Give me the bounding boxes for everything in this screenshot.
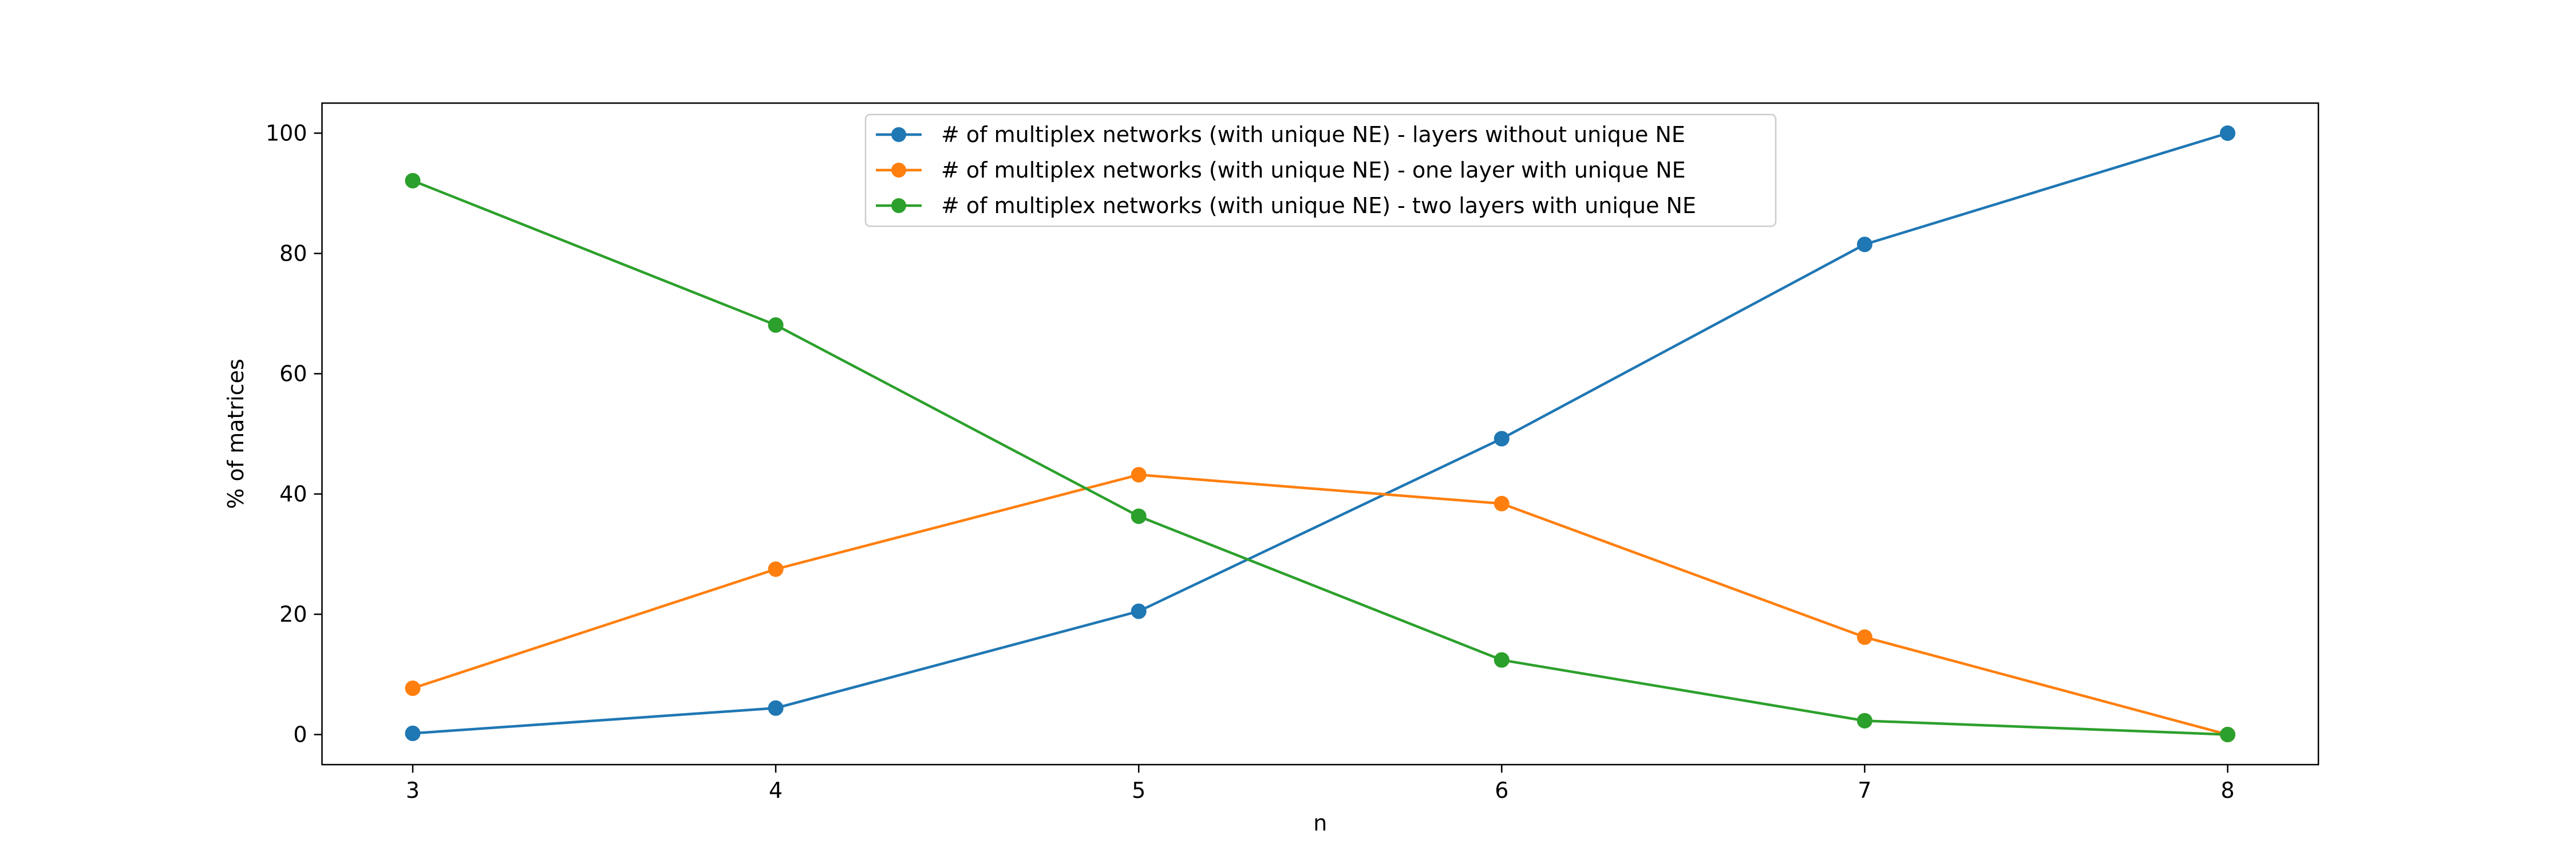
data-point	[405, 725, 421, 741]
data-point	[1494, 652, 1510, 668]
legend-frame	[864, 113, 1777, 227]
legend: # of multiplex networks (with unique NE)…	[864, 113, 1777, 227]
data-point	[768, 561, 784, 577]
data-point	[1494, 431, 1510, 447]
legend-label: # of multiplex networks (with unique NE)…	[941, 158, 1686, 183]
series-line	[411, 473, 2230, 737]
series-line	[411, 131, 2230, 735]
legend-swatch-marker	[891, 127, 906, 142]
data-point	[1494, 495, 1510, 511]
data-point	[2219, 125, 2235, 141]
y-tick-label: 40	[279, 482, 307, 507]
data-point	[1856, 629, 1872, 645]
series-line	[411, 179, 2229, 736]
data-point	[405, 680, 421, 696]
x-tick-label: 4	[769, 778, 783, 803]
legend-item-2: # of multiplex networks (with unique NE)…	[876, 158, 1686, 183]
legend-swatch-marker	[891, 163, 906, 178]
y-tick-label: 0	[293, 722, 307, 747]
series-1	[405, 125, 2235, 741]
data-point	[405, 172, 421, 188]
x-axis: 3 4 5 6 7 8	[406, 765, 2235, 803]
x-tick-label: 3	[406, 778, 420, 803]
legend-swatch-marker	[891, 198, 906, 213]
y-axis-label: % of matrices	[223, 359, 248, 509]
legend-item-3: # of multiplex networks (with unique NE)…	[876, 193, 1696, 218]
x-tick-label: 7	[1858, 778, 1871, 803]
legend-item-1: # of multiplex networks (with unique NE)…	[876, 122, 1685, 147]
legend-label: # of multiplex networks (with unique NE)…	[941, 122, 1685, 147]
x-tick-label: 5	[1132, 778, 1145, 803]
data-point	[2219, 727, 2235, 742]
data-point	[768, 700, 784, 716]
series-2	[405, 467, 2235, 742]
y-tick-label: 20	[279, 602, 307, 627]
x-tick-label: 6	[1495, 778, 1508, 803]
legend-label: # of multiplex networks (with unique NE)…	[941, 193, 1696, 218]
data-point	[1131, 603, 1147, 619]
data-point	[1131, 508, 1147, 524]
data-point	[1131, 467, 1147, 483]
y-axis: 0 20 40 60 80 100	[266, 121, 322, 747]
data-point	[1856, 713, 1872, 729]
plot-frame	[321, 102, 2320, 766]
y-tick-label: 100	[266, 121, 307, 146]
y-tick-label: 60	[279, 361, 307, 387]
data-point	[1856, 237, 1872, 253]
x-tick-label: 8	[2221, 778, 2234, 803]
series-3	[405, 172, 2235, 742]
series-layer	[405, 125, 2235, 742]
data-point	[768, 317, 784, 333]
x-axis-label: n	[1313, 810, 1327, 836]
y-tick-label: 80	[279, 241, 307, 266]
